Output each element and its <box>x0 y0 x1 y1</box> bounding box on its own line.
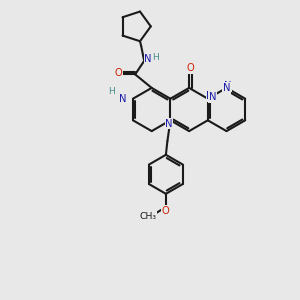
Text: CH₃: CH₃ <box>140 212 156 221</box>
Text: N: N <box>144 54 152 64</box>
Text: H: H <box>152 53 159 62</box>
Text: N: N <box>119 94 126 104</box>
Text: N: N <box>208 92 216 102</box>
Text: N: N <box>224 81 232 92</box>
Text: N: N <box>223 83 230 93</box>
Text: N: N <box>206 91 214 101</box>
Text: N: N <box>165 119 172 129</box>
Text: H: H <box>108 87 115 96</box>
Text: O: O <box>115 68 123 78</box>
Text: O: O <box>187 63 194 74</box>
Text: O: O <box>161 206 169 216</box>
